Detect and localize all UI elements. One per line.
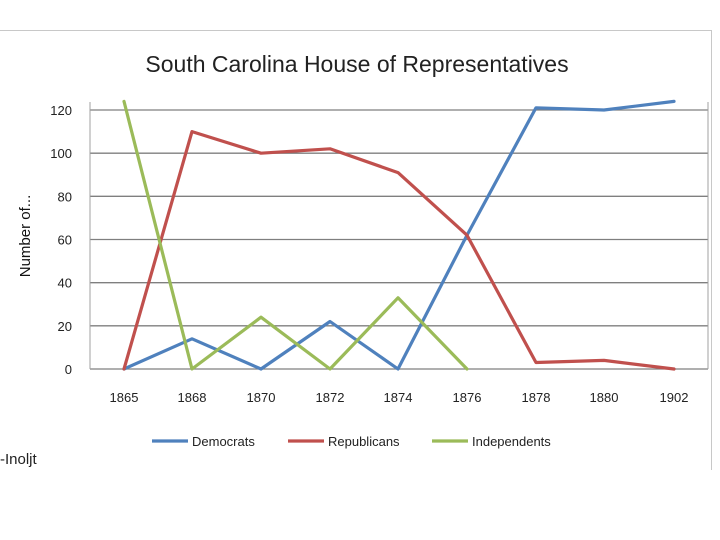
- author-credit: -Inoljt: [0, 451, 38, 468]
- x-tick-label-1868: 1868: [178, 390, 207, 405]
- series-line-republicans: [122, 130, 676, 371]
- y-tick-label-120: 120: [50, 103, 72, 118]
- y-tick-label-0: 0: [65, 362, 72, 377]
- legend: Democrats Republicans Independents: [152, 434, 551, 449]
- series-line-democrats: [122, 99, 676, 371]
- series-line-independents: [122, 99, 469, 371]
- x-tick-label-1878: 1878: [522, 390, 551, 405]
- legend-label-independents: Independents: [472, 434, 551, 449]
- y-tick-label-60: 60: [58, 233, 72, 248]
- x-axis-ticks: 1865 1868 1870 1872 1874 1876 1878 1880 1902: [110, 390, 689, 405]
- legend-label-democrats: Democrats: [192, 434, 255, 449]
- x-tick-label-1865: 1865: [110, 390, 139, 405]
- x-tick-label-1872: 1872: [316, 390, 345, 405]
- y-axis-label: Number of...: [17, 195, 34, 278]
- x-tick-label-1870: 1870: [247, 390, 276, 405]
- x-tick-label-1876: 1876: [453, 390, 482, 405]
- x-tick-label-1874: 1874: [384, 390, 413, 405]
- x-tick-label-1902: 1902: [660, 390, 689, 405]
- y-tick-label-80: 80: [58, 189, 72, 204]
- legend-label-republicans: Republicans: [328, 434, 400, 449]
- y-tick-label-40: 40: [58, 276, 72, 291]
- chart-frame: [0, 30, 712, 470]
- y-tick-label-20: 20: [58, 319, 72, 334]
- series-lines: [122, 99, 676, 371]
- chart-title: South Carolina House of Representatives: [145, 51, 568, 77]
- y-tick-label-100: 100: [50, 146, 72, 161]
- x-tick-label-1880: 1880: [590, 390, 619, 405]
- y-axis-ticks: 0 20 40 60 80 100 120: [50, 103, 72, 377]
